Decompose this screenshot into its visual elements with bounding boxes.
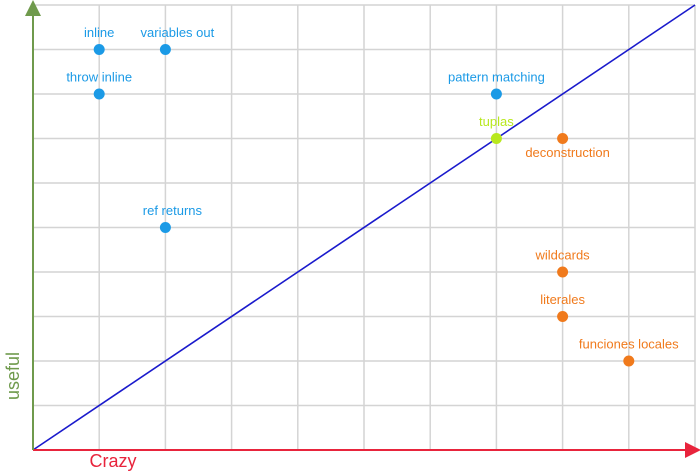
point bbox=[159, 222, 171, 233]
point bbox=[490, 88, 502, 100]
diagonal-line bbox=[32, 4, 696, 451]
point-label: throw inline bbox=[66, 69, 132, 84]
point-label: variables out bbox=[141, 25, 215, 40]
point bbox=[159, 44, 171, 55]
point bbox=[557, 133, 569, 144]
point bbox=[93, 88, 105, 100]
point-label: literales bbox=[540, 292, 585, 307]
point bbox=[557, 266, 569, 278]
point bbox=[490, 133, 502, 144]
point-label: pattern matching bbox=[448, 69, 545, 84]
point bbox=[623, 355, 635, 367]
point-label: inline bbox=[84, 25, 114, 40]
point-label: funciones locales bbox=[579, 336, 679, 351]
x-axis-label: Crazy bbox=[89, 451, 136, 471]
y-axis-label: useful bbox=[3, 352, 23, 400]
point bbox=[93, 44, 105, 55]
point-label: ref returns bbox=[143, 203, 203, 218]
point bbox=[557, 311, 569, 322]
point-label: tuplas bbox=[479, 114, 514, 129]
point-label: deconstruction bbox=[525, 145, 610, 160]
point-label: wildcards bbox=[535, 247, 591, 262]
